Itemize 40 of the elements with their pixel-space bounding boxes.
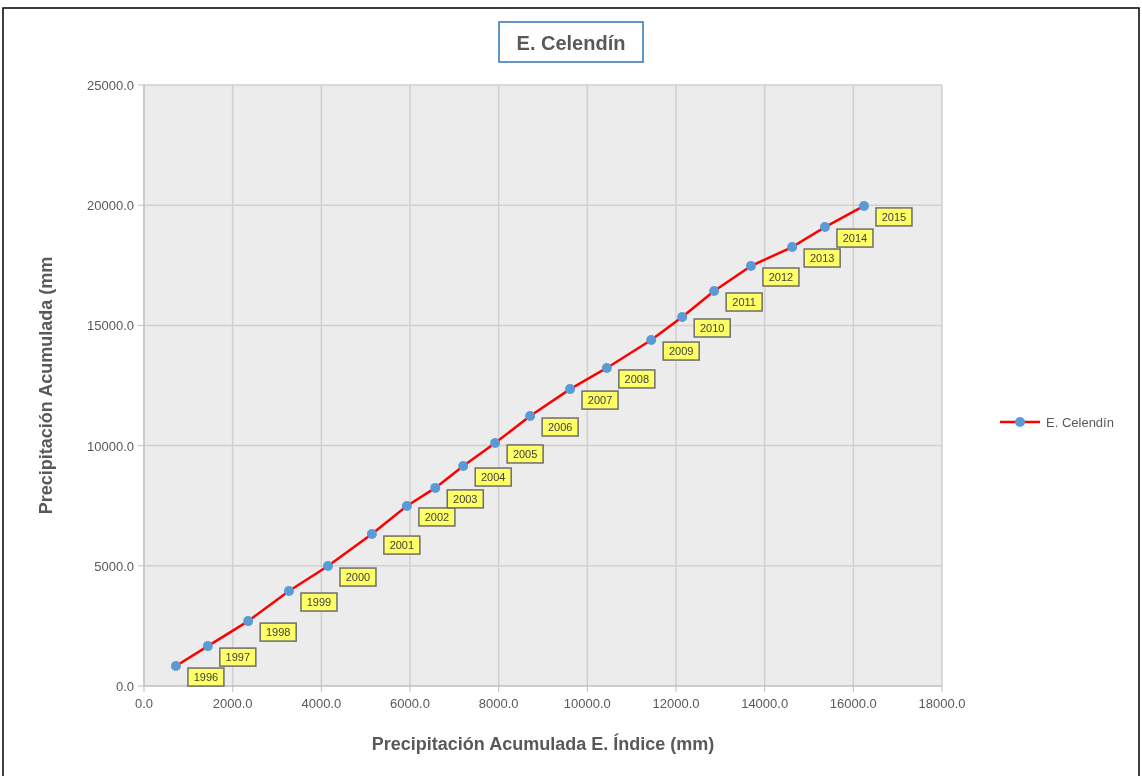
annotation: 2013 [809,252,835,265]
annotation: 2007 [587,394,613,407]
x-axis-title: Precipitación Acumulada E. Índice (mm) [371,733,715,754]
annotation: 2006 [547,421,573,434]
annotation: 2005 [512,447,538,460]
y-tick-label: 15000.0 [87,318,134,334]
annotation: 2015 [881,210,907,223]
annotation: 2004 [480,471,506,484]
y-tick-label: 20000.0 [87,198,134,214]
annotation: 2001 [389,539,415,552]
x-tick-label: 8000.0 [478,696,519,711]
annotation: 1997 [225,651,251,664]
x-tick-label: 6000.0 [390,696,430,711]
x-tick-label: 0.0 [134,696,154,711]
annotation: 2014 [842,232,868,245]
annotation: 2008 [624,372,650,385]
x-tick-label: 10000.0 [563,696,611,711]
chart-title: E. Celendín [516,32,626,54]
y-tick-label: 10000.0 [87,438,134,454]
annotation: 1999 [306,596,332,609]
annotation: 2009 [668,345,694,358]
x-tick-label: 12000.0 [652,696,700,711]
annotation: 2003 [453,492,478,505]
annotation: 1996 [193,671,219,684]
y-tick-label: 5000.0 [94,558,134,574]
x-tick-label: 14000.0 [741,696,789,711]
x-tick-label: 4000.0 [301,696,342,711]
y-tick-label: 0.0 [115,679,134,694]
y-tick-label: 25000.0 [87,78,134,93]
annotation: 2012 [768,271,794,284]
annotation: 2011 [732,296,756,309]
x-tick-label: 2000.0 [212,696,253,711]
y-axis-title: Precipitación Acumulada (mm [36,256,56,515]
annotation: 1998 [265,626,291,639]
x-tick-label: 18000.0 [918,696,966,711]
annotation: 2000 [345,571,371,584]
x-tick-label: 16000.0 [829,696,877,711]
annotation: 2010 [699,321,725,334]
legend-label: E. Celendín [1046,415,1114,430]
annotation: 2002 [424,510,450,523]
